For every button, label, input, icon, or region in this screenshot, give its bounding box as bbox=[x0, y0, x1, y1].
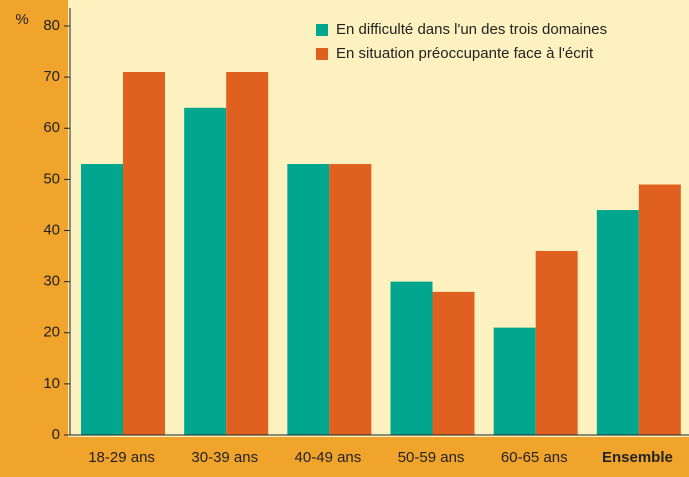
bar bbox=[226, 72, 269, 435]
x-tick-label: 18-29 ans bbox=[88, 449, 155, 466]
x-axis-band bbox=[0, 437, 689, 477]
legend-label: En situation préoccupante face à l'écrit bbox=[336, 45, 594, 62]
y-tick-label: 80 bbox=[43, 17, 60, 34]
bar bbox=[184, 107, 227, 436]
x-tick-label: Ensemble bbox=[602, 449, 673, 466]
legend-label: En difficulté dans l'un des trois domain… bbox=[336, 21, 607, 38]
y-tick-label: 50 bbox=[43, 170, 60, 187]
y-axis-label: % bbox=[15, 11, 28, 28]
x-tick-label: 40-49 ans bbox=[295, 449, 362, 466]
y-tick-label: 60 bbox=[43, 119, 60, 136]
legend-swatch bbox=[316, 48, 328, 60]
x-tick-label: 50-59 ans bbox=[398, 449, 465, 466]
x-tick-label: 30-39 ans bbox=[191, 449, 258, 466]
y-tick-label: 20 bbox=[43, 324, 60, 341]
bar bbox=[81, 164, 123, 435]
bar bbox=[493, 327, 536, 435]
y-tick-label: 30 bbox=[43, 273, 60, 290]
y-tick-label: 40 bbox=[43, 221, 60, 238]
y-tick-label: 10 bbox=[43, 375, 60, 392]
y-tick-label: 0 bbox=[52, 426, 60, 443]
bar bbox=[535, 250, 578, 435]
bar bbox=[329, 164, 372, 435]
bar bbox=[596, 210, 639, 435]
legend-swatch bbox=[316, 24, 328, 36]
x-tick-label: 60-65 ans bbox=[501, 449, 568, 466]
bar bbox=[638, 184, 681, 435]
bar bbox=[287, 164, 330, 435]
bar bbox=[123, 72, 165, 435]
bar bbox=[432, 291, 475, 435]
bar bbox=[390, 281, 433, 435]
y-tick-label: 70 bbox=[43, 68, 60, 85]
y-axis-band bbox=[0, 0, 68, 477]
